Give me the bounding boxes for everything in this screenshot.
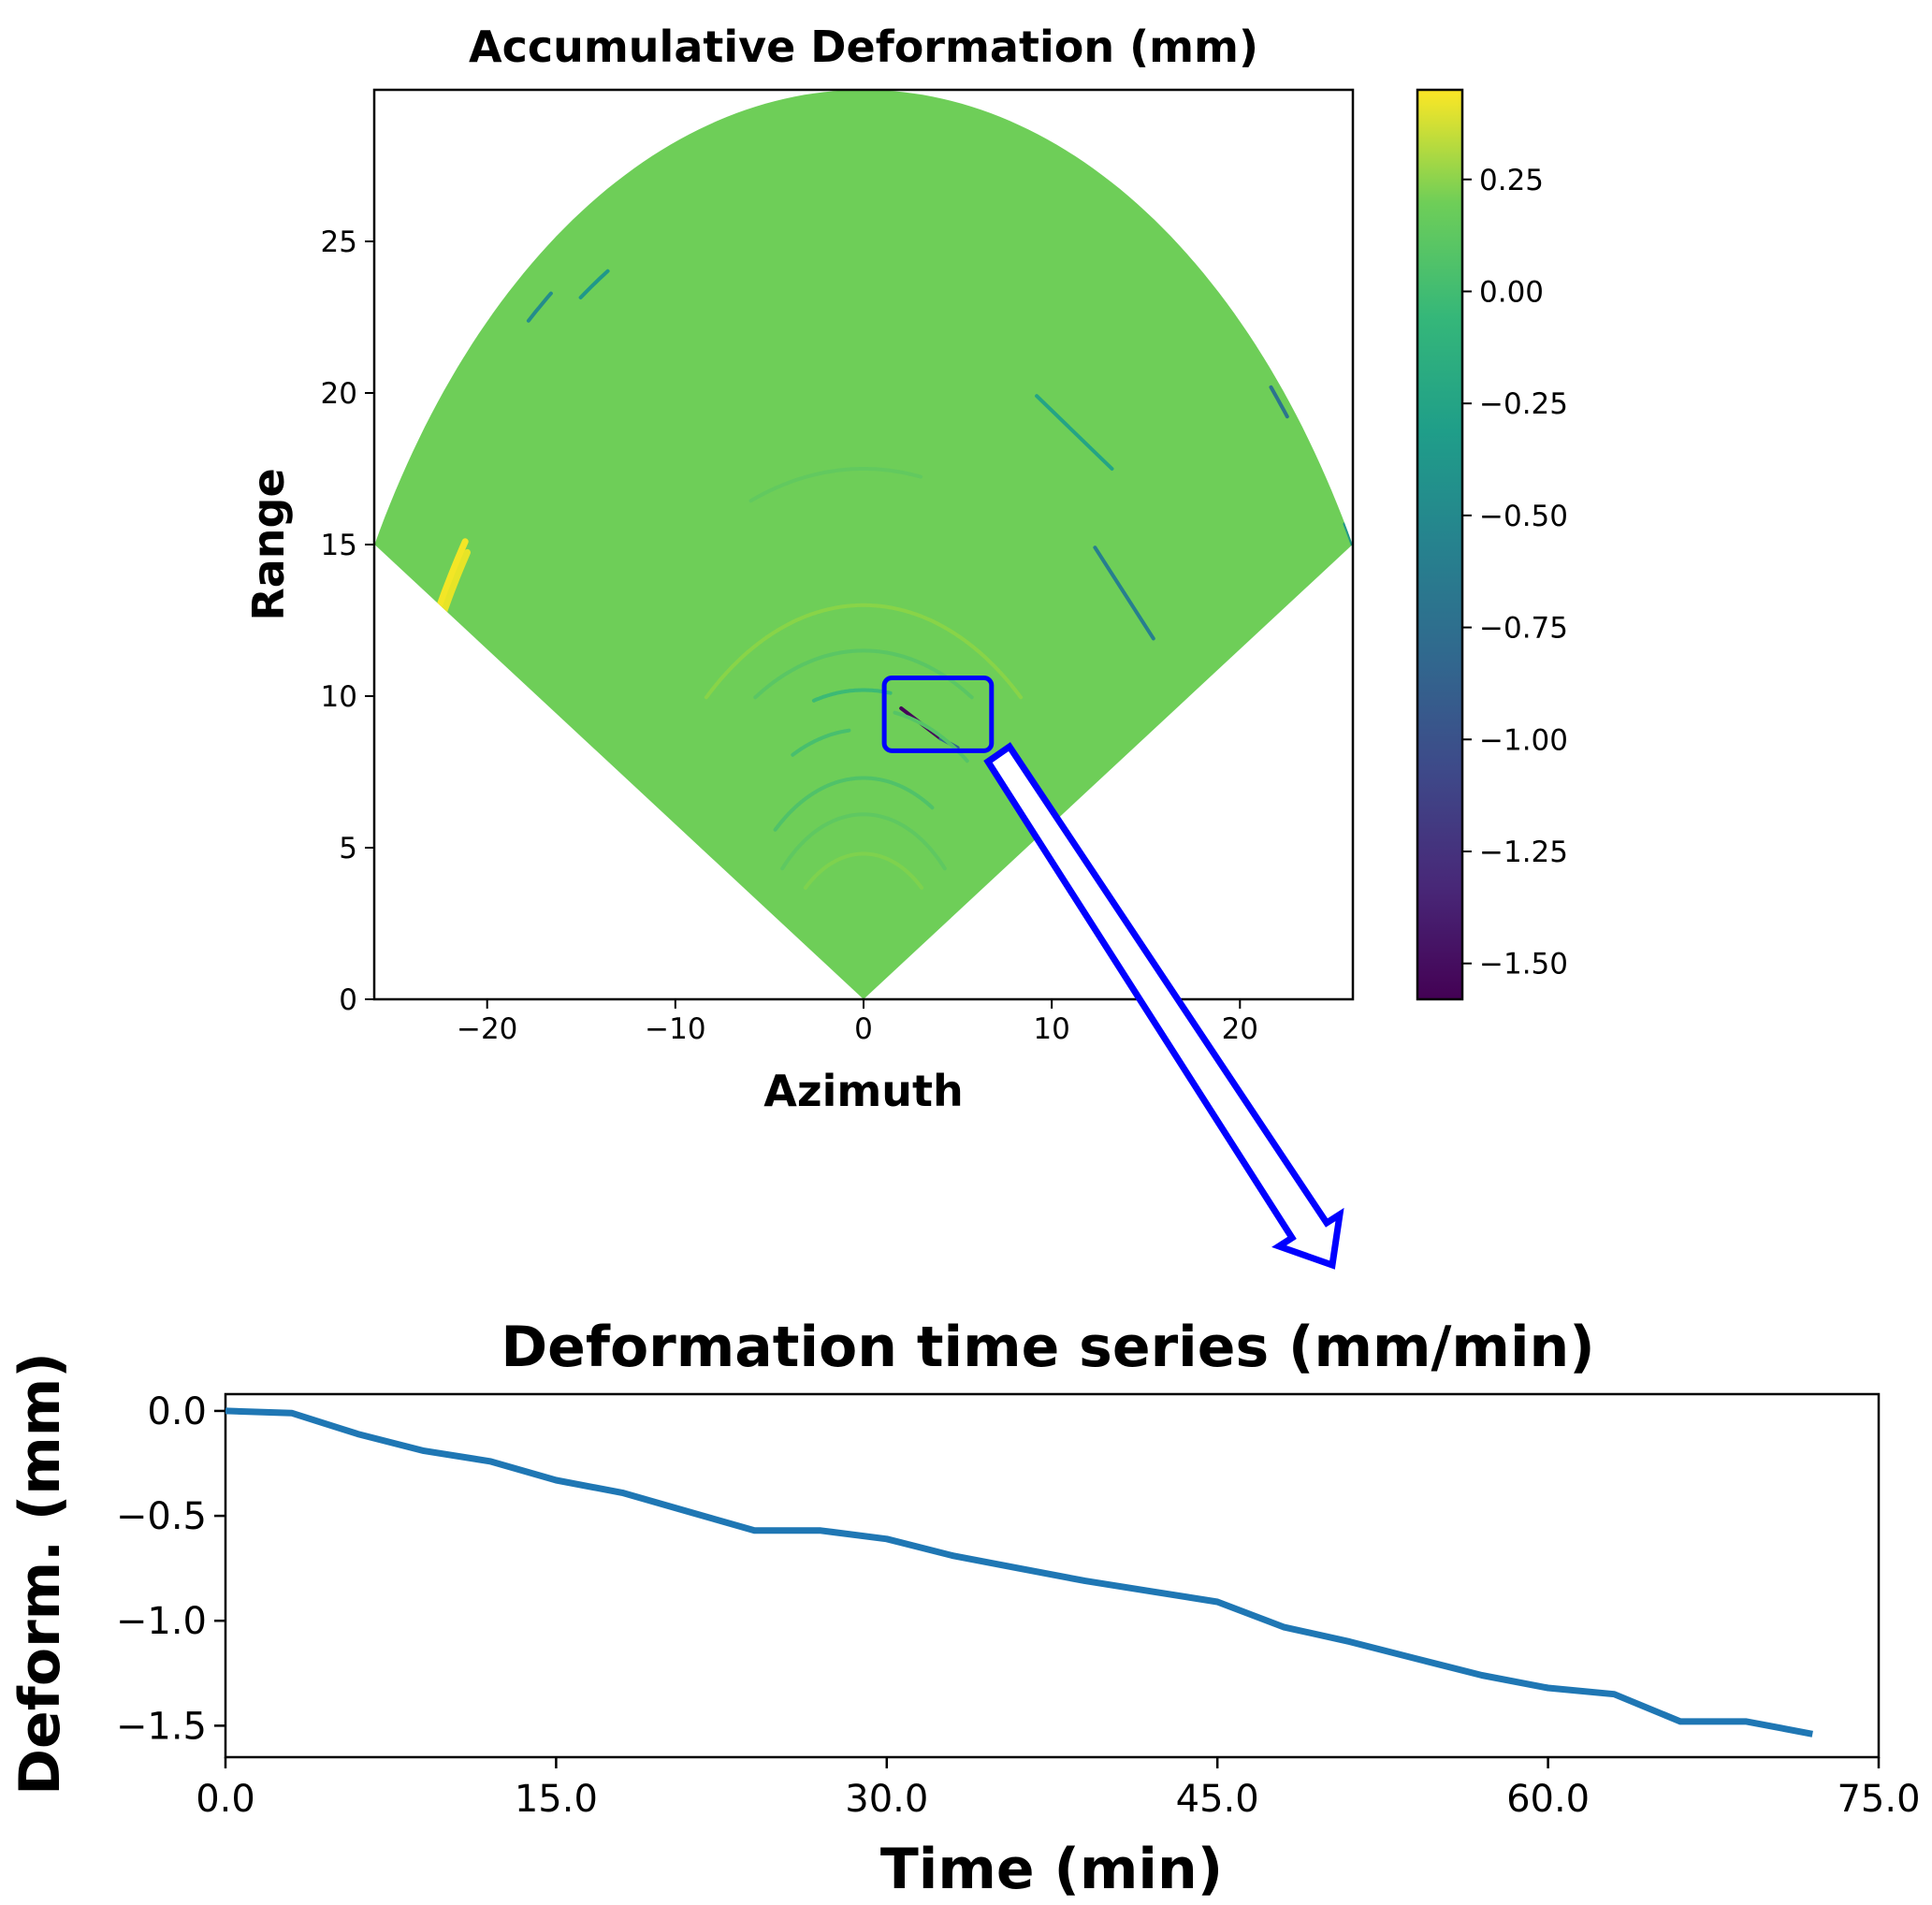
colorbar-gradient [1416,88,1464,1001]
map-feature [1035,394,1114,471]
colorbar-tick-label: −0.75 [1479,612,1568,646]
map-feature [1093,545,1155,641]
map-feature [753,648,974,700]
map-feature [748,467,923,503]
map-x-tick-label: 20 [1222,1012,1258,1046]
map-x-tick-label: −10 [645,1012,705,1046]
ts-x-tick-label: 45.0 [1176,1778,1259,1821]
map-x-tick-label: 0 [854,1012,873,1046]
colorbar-tick-label: −1.25 [1479,836,1568,869]
annotation-box [881,676,995,753]
map-feature [773,776,935,832]
colorbar-ticks: 0.25 0.00 −0.25 −0.50 −0.75 −1.00 −1.25 −1.50 [1462,164,1568,982]
time-series-panel: Deformation time series (mm/min) 0.0 15.0… [7,1315,1921,1902]
ts-series-line [225,1407,1813,1738]
map-title: Accumulative Deformation (mm) [469,22,1258,72]
map-feature [803,851,924,890]
ts-frame [224,1392,1881,1759]
ts-x-tick-label: 15.0 [515,1778,598,1821]
map-y-tick-label: 25 [321,225,357,259]
ts-y-axis-label: Deform. (mm) [7,1352,73,1796]
colorbar-tick-label: 0.25 [1479,164,1544,197]
ts-y-tick-label: −0.5 [116,1495,207,1538]
map-features [422,269,1353,890]
colorbar-tick-label: −0.25 [1479,387,1568,421]
ts-x-tick-label: 30.0 [845,1778,928,1821]
deformation-map-panel: Accumulative Deformation (mm) −20 −10 0 10 2… [243,22,1568,1116]
colorbar-tick-label: 0.00 [1479,275,1544,309]
map-plot-area [372,88,1355,1001]
colorbar-tick-label: −1.00 [1479,723,1568,757]
map-feature [780,812,947,871]
colorbar: 0.25 0.00 −0.25 −0.50 −0.75 −1.00 −1.25 −1.50 [1416,88,1568,1001]
ts-y-ticks: 0.0 −0.5 −1.0 −1.5 [116,1390,225,1748]
ts-y-tick-label: −1.0 [116,1600,207,1643]
ts-x-ticks: 0.0 15.0 30.0 45.0 60.0 75.0 [196,1757,1921,1821]
ts-title: Deformation time series (mm/min) [501,1315,1594,1380]
ts-x-axis-label: Time (min) [880,1837,1223,1902]
map-y-tick-label: 0 [339,983,357,1017]
ts-x-tick-label: 60.0 [1506,1778,1590,1821]
connector-arrow [983,742,1344,1270]
map-feature [811,688,893,703]
map-y-axis-label: Range [243,468,294,620]
map-feature [526,291,553,323]
map-y-tick-label: 15 [321,529,357,562]
map-feature [1269,385,1289,419]
ts-x-tick-label: 0.0 [196,1778,255,1821]
map-x-tick-label: −20 [457,1012,517,1046]
map-feature [791,728,851,757]
map-feature [704,603,1024,700]
ts-y-tick-label: −1.5 [116,1705,207,1748]
map-y-tick-label: 5 [339,832,357,865]
ts-y-tick-label: 0.0 [147,1390,207,1433]
map-x-axis-label: Azimuth [763,1066,964,1116]
fan-region [374,90,1353,999]
colorbar-tick-label: −1.50 [1479,948,1568,982]
map-x-tick-label: 10 [1033,1012,1069,1046]
colorbar-tick-label: −0.50 [1479,500,1568,533]
map-y-ticks: 0 5 10 15 20 25 [321,225,374,1017]
ts-x-tick-label: 75.0 [1837,1778,1920,1821]
map-x-ticks: −20 −10 0 10 20 [457,999,1258,1046]
map-y-tick-label: 20 [321,377,357,411]
map-y-tick-label: 10 [321,680,357,714]
ts-series [225,1407,1813,1738]
map-feature [578,269,610,299]
